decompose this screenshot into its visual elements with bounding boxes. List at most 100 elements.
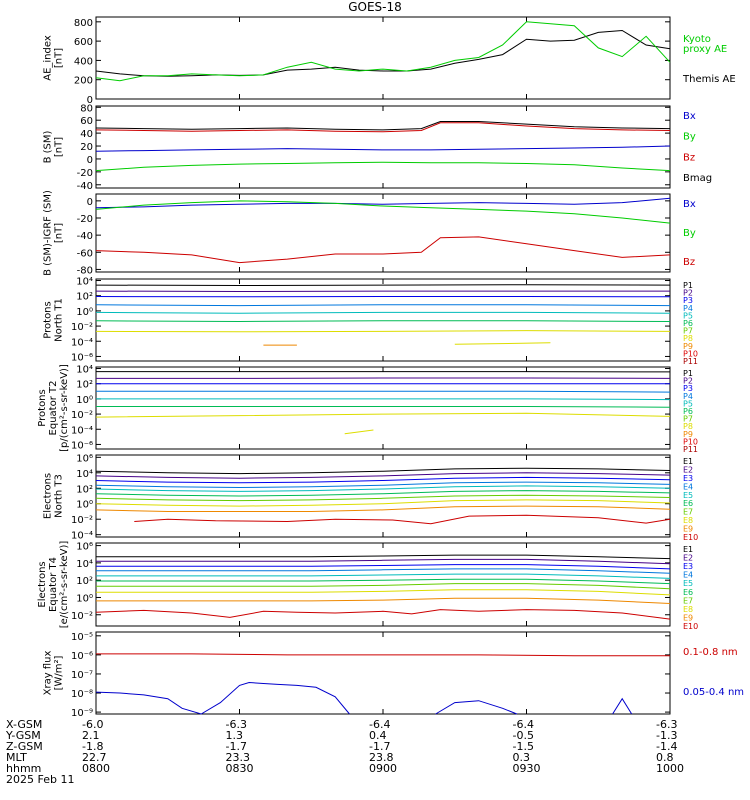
legend-entry: Bx [683, 199, 696, 210]
footer-value: -6.3 [656, 718, 678, 731]
legend-entry: 0.1-0.8 nm [683, 647, 738, 658]
series-line-0-05-0-4-nm [612, 697, 633, 715]
legend-entry: E8 [683, 516, 693, 525]
y-tick-label: 10⁴ [76, 559, 93, 570]
legend-entry: E4 [683, 482, 693, 491]
footer-value: -1.8 [82, 740, 104, 753]
legend-entry: P9 [683, 430, 693, 439]
y-axis-label: B (SM)-IGRF (SM)[nT] [43, 190, 65, 276]
series-line-e6 [96, 578, 671, 585]
legend-entry: E1 [683, 545, 693, 554]
legend-entry: P11 [683, 445, 698, 454]
y-tick-label: 20 [80, 142, 93, 153]
legend-entry: P1 [683, 369, 693, 378]
legend-entry: Bmag [683, 173, 712, 184]
y-tick-label: 80 [80, 103, 93, 114]
footer-value: -0.5 [512, 729, 534, 742]
legend-entry: E7 [683, 596, 693, 605]
legend-entry: P1 [683, 281, 693, 290]
legend-entry: By [683, 228, 696, 239]
y-tick-label: 10⁻⁹ [71, 708, 93, 719]
y-tick-label: 10⁻⁶ [71, 440, 93, 451]
legend-entry: P6 [683, 407, 693, 416]
legend-entry: E1 [683, 457, 693, 466]
y-axis-label: ProtonsEquator T2[p/(cm²-s-sr-keV)] [37, 364, 70, 452]
y-axis-label: AE_index[nT] [43, 35, 65, 81]
legend-entry: proxy AE [683, 44, 727, 55]
legend-entry: E3 [683, 474, 693, 483]
series-line-e8 [96, 589, 671, 596]
y-tick-label: 10⁻⁴ [71, 425, 93, 436]
legend-entry: E6 [683, 499, 693, 508]
series-line-p5 [95, 311, 671, 314]
legend-entry: Themis AE [682, 74, 736, 85]
footer-value: 0.8 [656, 751, 674, 764]
y-tick-label: 10⁻⁸ [71, 689, 93, 700]
footer-value: 0.3 [512, 751, 531, 764]
y-tick-label: 0 [87, 197, 93, 208]
series-line-bx [95, 197, 671, 209]
y-axis-label: ElectronsNorth T3 [43, 473, 65, 519]
footer-value: 23.3 [225, 751, 251, 764]
legend-entry: P5 [683, 399, 693, 408]
y-axis-label: ProtonsNorth T1 [43, 298, 65, 342]
footer-value: 0930 [512, 762, 541, 775]
legend-entry: P7 [683, 327, 693, 336]
y-axis-label: ElectronsEquator T4[e/(cm²-s-sr-keV)] [37, 541, 70, 629]
series-line-p8 [344, 429, 374, 435]
legend-entry: P4 [683, 392, 693, 401]
legend-entry: E8 [683, 605, 693, 614]
series-line-e1 [95, 467, 671, 475]
y-tick-label: -60 [77, 248, 93, 259]
series-line-bx [95, 145, 671, 152]
y-tick-label: 10⁻⁷ [71, 670, 93, 681]
legend-entry: E2 [683, 465, 693, 474]
y-tick-label: -20 [77, 214, 93, 225]
plot-title: GOES-18 [348, 0, 402, 14]
y-tick-label: 800 [74, 18, 93, 29]
y-tick-label: 10⁴ [76, 365, 93, 376]
series-line-e6 [95, 490, 671, 497]
footer-value: -1.3 [656, 729, 678, 742]
footer-value: 0830 [225, 762, 254, 775]
series-line-e5 [95, 485, 671, 492]
y-tick-label: 0 [87, 155, 93, 166]
y-tick-label: 40 [80, 129, 93, 140]
panel-2: -40 -20 0 20 40 60 80 B (SM)[nT] Bx By Bz Bmag [43, 103, 713, 191]
y-tick-label: 10⁻² [71, 410, 93, 421]
y-tick-label: 10⁻⁵ [71, 632, 93, 643]
series-line-e7 [95, 494, 671, 502]
legend-entry: E10 [683, 533, 698, 542]
legend-entry: E7 [683, 508, 693, 517]
series-line-p5 [96, 398, 671, 401]
panel-frame [95, 366, 671, 450]
panel-4: 10⁴ 10² 10⁰ 10⁻² 10⁻⁴ 10⁻⁶ ProtonsNorth T1 P1P2… [43, 277, 699, 366]
series-line-kyoto-proxy-ae [95, 21, 671, 82]
y-tick-label: -20 [77, 168, 93, 179]
legend-entry: Kyoto [683, 34, 711, 45]
legend-entry: 0.05-0.4 nm [683, 687, 744, 698]
panel-8: 10⁻⁵ 10⁻⁶ 10⁻⁷ 10⁻⁸ 10⁻⁹ Xray flux[W/m²] 0.1-0… [43, 631, 744, 719]
y-tick-label: 10² [76, 484, 93, 495]
panel-3: -80 -60 -40 -20 0 B (SM)-IGRF (SM)[nT] Bx By Bz [43, 190, 696, 276]
series-line-e9 [96, 597, 671, 604]
footer-value: -6.4 [369, 718, 391, 731]
series-line-bz [95, 236, 671, 264]
y-tick-label: -40 [77, 181, 93, 192]
legend-entry: E5 [683, 491, 693, 500]
legend-entry: E6 [683, 588, 693, 597]
y-tick-label: 0 [87, 95, 93, 106]
series-line-0-05-0-4-nm [95, 681, 350, 715]
panel-frame [95, 542, 671, 627]
series-line-p1 [95, 284, 671, 287]
series-line-e1 [96, 554, 671, 560]
y-tick-label: 10⁻² [71, 322, 93, 333]
footer-value: 22.7 [82, 751, 107, 764]
footer-value: -1.4 [656, 740, 678, 753]
panel-frame [95, 631, 671, 715]
